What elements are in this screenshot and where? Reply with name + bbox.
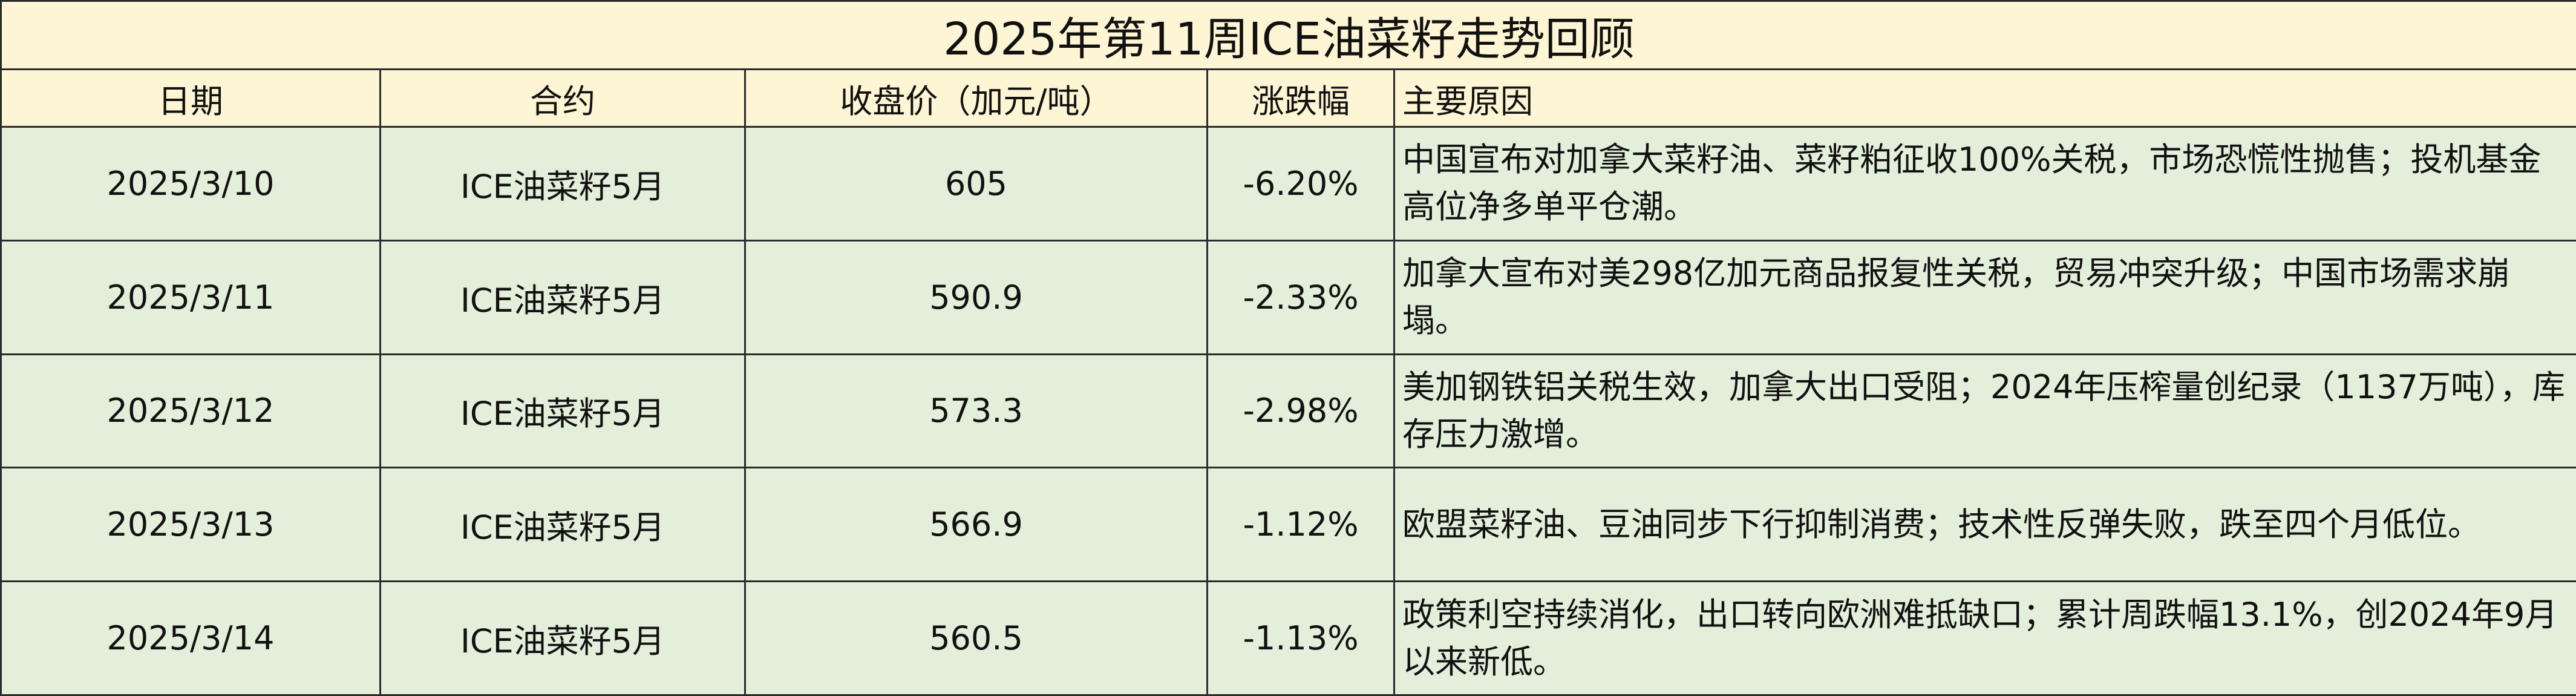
- date-cell: 2025/3/14: [0, 580, 381, 696]
- reason-cell: 政策利空持续消化，出口转向欧洲难抵缺口；累计周跌幅13.1%，创2024年9月以…: [1393, 580, 2576, 696]
- column-header: 主要原因: [1393, 68, 2576, 128]
- close-price-cell: 566.9: [744, 467, 1208, 583]
- table-body: 2025/3/10 ICE油菜籽5月 605 -6.20% 中国宣布对加拿大菜籽油、菜籽…: [0, 126, 2576, 696]
- change-pct-cell: -2.33%: [1206, 239, 1395, 355]
- date-cell: 2025/3/10: [0, 126, 381, 241]
- reason-cell: 美加钢铁铝关税生效，加拿大出口受阻；2024年压榨量创纪录（1137万吨），库存…: [1393, 353, 2576, 469]
- change-pct-cell: -1.13%: [1206, 580, 1395, 696]
- close-price-cell: 573.3: [744, 353, 1208, 469]
- change-pct-cell: -2.98%: [1206, 353, 1395, 469]
- contract-cell: ICE油菜籽5月: [379, 580, 746, 696]
- reason-cell: 中国宣布对加拿大菜籽油、菜籽粕征收100%关税，市场恐慌性抛售；投机基金高位净多…: [1393, 126, 2576, 241]
- contract-cell: ICE油菜籽5月: [379, 239, 746, 355]
- table-row: 2025/3/14 ICE油菜籽5月 560.5 -1.13% 政策利空持续消化，出口转…: [0, 580, 2576, 696]
- close-price-cell: 605: [744, 126, 1208, 241]
- change-pct-cell: -6.20%: [1206, 126, 1395, 241]
- contract-cell: ICE油菜籽5月: [379, 126, 746, 241]
- close-price-cell: 590.9: [744, 239, 1208, 355]
- table-row: 2025/3/13 ICE油菜籽5月 566.9 -1.12% 欧盟菜籽油、豆油同步下行…: [0, 467, 2576, 583]
- date-cell: 2025/3/13: [0, 467, 381, 583]
- reason-cell: 欧盟菜籽油、豆油同步下行抑制消费；技术性反弹失败，跌至四个月低位。: [1393, 467, 2576, 583]
- title-row: 2025年第11周ICE油菜籽走势回顾: [0, 0, 2576, 70]
- reason-cell: 加拿大宣布对美298亿加元商品报复性关税，贸易冲突升级；中国市场需求崩塌。: [1393, 239, 2576, 355]
- contract-cell: ICE油菜籽5月: [379, 467, 746, 583]
- date-cell: 2025/3/12: [0, 353, 381, 469]
- column-header: 收盘价（加元/吨）: [744, 68, 1208, 128]
- column-header: 日期: [0, 68, 381, 128]
- column-header: 合约: [379, 68, 746, 128]
- header-row: 日期 合约 收盘价（加元/吨） 涨跌幅 主要原因: [0, 68, 2576, 128]
- contract-cell: ICE油菜籽5月: [379, 353, 746, 469]
- table-row: 2025/3/10 ICE油菜籽5月 605 -6.20% 中国宣布对加拿大菜籽油、菜籽…: [0, 126, 2576, 241]
- date-cell: 2025/3/11: [0, 239, 381, 355]
- close-price-cell: 560.5: [744, 580, 1208, 696]
- change-pct-cell: -1.12%: [1206, 467, 1395, 583]
- column-header: 涨跌幅: [1206, 68, 1395, 128]
- table-row: 2025/3/12 ICE油菜籽5月 573.3 -2.98% 美加钢铁铝关税生效，加拿…: [0, 353, 2576, 469]
- table-title: 2025年第11周ICE油菜籽走势回顾: [0, 0, 2576, 70]
- table-row: 2025/3/11 ICE油菜籽5月 590.9 -2.33% 加拿大宣布对美298亿加…: [0, 239, 2576, 355]
